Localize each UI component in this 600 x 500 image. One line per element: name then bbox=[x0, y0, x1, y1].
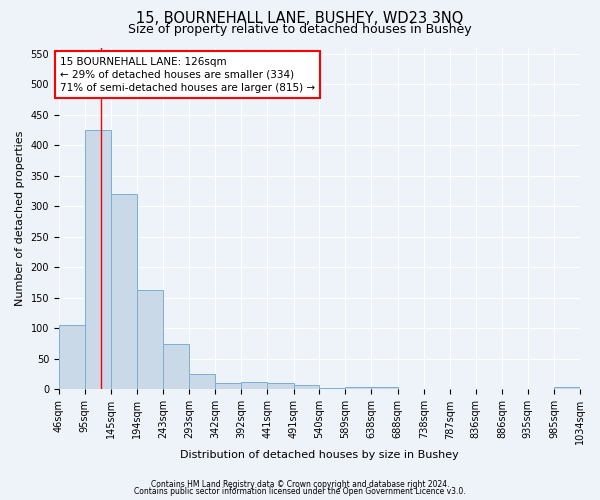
Bar bbox=[371, 387, 398, 390]
X-axis label: Distribution of detached houses by size in Bushey: Distribution of detached houses by size … bbox=[180, 450, 459, 460]
Bar bbox=[59, 326, 85, 390]
Bar bbox=[163, 344, 189, 390]
Bar bbox=[241, 382, 267, 390]
Y-axis label: Number of detached properties: Number of detached properties bbox=[15, 131, 25, 306]
Bar bbox=[345, 387, 371, 390]
Bar bbox=[293, 385, 319, 390]
Bar bbox=[215, 384, 241, 390]
Bar bbox=[267, 384, 293, 390]
Bar bbox=[319, 388, 345, 390]
Bar bbox=[111, 194, 137, 390]
Bar bbox=[189, 374, 215, 390]
Text: 15 BOURNEHALL LANE: 126sqm
← 29% of detached houses are smaller (334)
71% of sem: 15 BOURNEHALL LANE: 126sqm ← 29% of deta… bbox=[60, 56, 315, 93]
Text: 15, BOURNEHALL LANE, BUSHEY, WD23 3NQ: 15, BOURNEHALL LANE, BUSHEY, WD23 3NQ bbox=[136, 11, 464, 26]
Text: Contains HM Land Registry data © Crown copyright and database right 2024.: Contains HM Land Registry data © Crown c… bbox=[151, 480, 449, 489]
Bar bbox=[85, 130, 111, 390]
Text: Size of property relative to detached houses in Bushey: Size of property relative to detached ho… bbox=[128, 22, 472, 36]
Bar bbox=[137, 290, 163, 390]
Bar bbox=[554, 387, 580, 390]
Text: Contains public sector information licensed under the Open Government Licence v3: Contains public sector information licen… bbox=[134, 487, 466, 496]
